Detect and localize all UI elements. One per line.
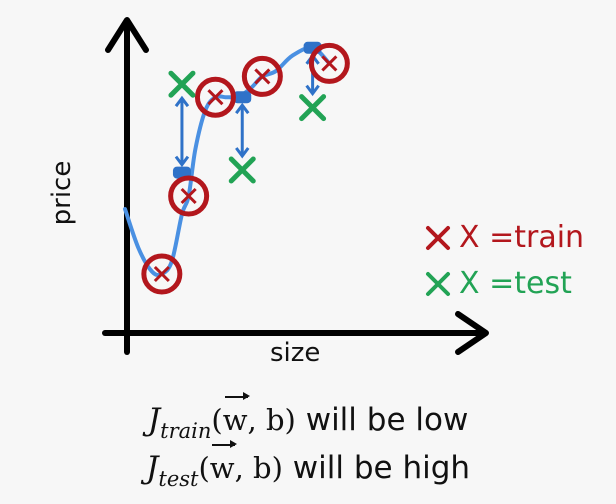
train-cost-line: Jtrain(w, b) will be low xyxy=(0,392,616,446)
train-point xyxy=(321,55,338,72)
test-point xyxy=(228,156,256,184)
legend-test-label: X =test xyxy=(459,266,572,301)
train-cost-text: will be low xyxy=(295,402,469,438)
error-arrow-head xyxy=(235,102,250,115)
args-open: ( xyxy=(211,403,223,437)
chart: price size X =train X =test xyxy=(47,17,584,368)
args-close: , b) xyxy=(247,403,296,437)
legend-test: X =test xyxy=(425,261,584,307)
cost-symbol: J xyxy=(145,450,159,486)
train-point-circle xyxy=(308,42,350,84)
train-point xyxy=(180,187,197,205)
y-axis-arrow xyxy=(105,17,149,53)
error-arrow-head xyxy=(174,155,190,168)
w-vector: w xyxy=(223,392,250,443)
train-point xyxy=(254,68,271,85)
test-cost-line: Jtest(w, b) will be high xyxy=(0,440,616,494)
cost-subscript: test xyxy=(158,467,199,491)
x-axis-arrow xyxy=(455,311,489,355)
w-vector: w xyxy=(210,440,237,491)
train-point-circle xyxy=(141,253,183,295)
legend: X =train X =test xyxy=(425,215,584,307)
train-point-circle xyxy=(194,76,236,118)
args-open: ( xyxy=(198,451,210,485)
legend-train-label: X =train xyxy=(459,220,585,255)
caption: Jtrain(w, b) will be low Jtest(w, b) wil… xyxy=(0,392,616,494)
train-x-icon xyxy=(426,226,450,250)
y-axis-label: price xyxy=(47,160,77,226)
test-point xyxy=(168,70,196,98)
plot-area xyxy=(102,17,489,355)
train-point-circle xyxy=(168,175,210,217)
legend-train: X =train xyxy=(425,215,584,261)
prediction-point xyxy=(233,91,252,104)
x-axis-label: size xyxy=(270,338,321,368)
args-close: , b) xyxy=(234,451,283,485)
error-arrow-head xyxy=(305,84,320,97)
cost-symbol: J xyxy=(147,402,161,438)
test-point xyxy=(299,94,327,122)
test-x-icon xyxy=(426,272,450,296)
error-arrow-head xyxy=(174,95,190,108)
train-point-circle xyxy=(241,55,283,97)
train-point xyxy=(207,89,224,106)
error-arrow-head xyxy=(235,147,250,159)
prediction-point xyxy=(172,166,191,179)
test-cost-text: will be high xyxy=(282,450,471,486)
cost-subscript: train xyxy=(160,419,212,443)
train-point xyxy=(153,265,170,283)
